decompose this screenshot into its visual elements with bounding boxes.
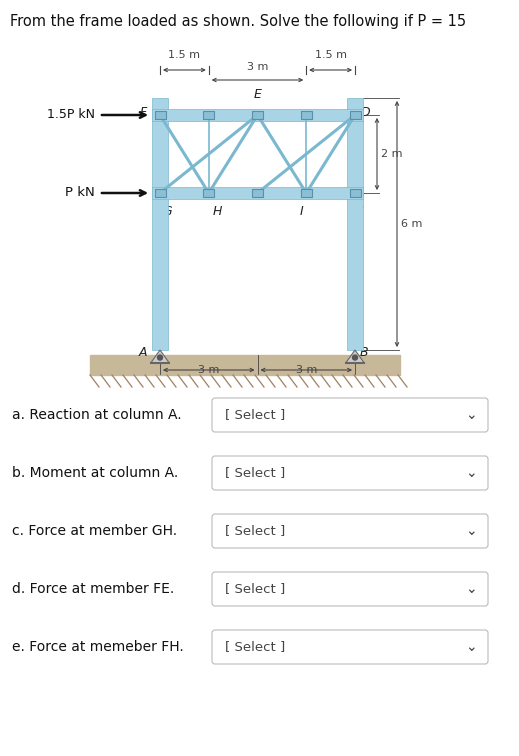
Bar — [152, 109, 363, 121]
Bar — [349, 111, 361, 119]
Text: [ Select ]: [ Select ] — [225, 466, 285, 479]
Text: 1.5 m: 1.5 m — [168, 50, 200, 60]
Text: 3 m: 3 m — [247, 62, 268, 72]
Bar — [90, 355, 400, 375]
Bar — [252, 189, 263, 197]
Text: [ Select ]: [ Select ] — [225, 525, 285, 538]
Text: [ Select ]: [ Select ] — [225, 640, 285, 653]
Text: 1.5P kN: 1.5P kN — [47, 109, 95, 122]
Polygon shape — [346, 350, 364, 363]
Polygon shape — [151, 350, 169, 363]
Text: A: A — [139, 345, 147, 358]
FancyBboxPatch shape — [212, 514, 488, 548]
Text: ⌄: ⌄ — [465, 582, 477, 596]
Text: P kN: P kN — [65, 187, 95, 200]
Text: b. Moment at column A.: b. Moment at column A. — [12, 466, 178, 480]
Bar — [152, 98, 168, 350]
Text: I: I — [299, 205, 303, 218]
Text: c. Force at member GH.: c. Force at member GH. — [12, 524, 177, 538]
Bar — [347, 98, 363, 350]
FancyBboxPatch shape — [212, 398, 488, 432]
Bar — [349, 189, 361, 197]
FancyBboxPatch shape — [212, 630, 488, 664]
Text: ⌄: ⌄ — [465, 466, 477, 480]
Bar — [155, 111, 166, 119]
Text: E: E — [254, 88, 262, 101]
Text: From the frame loaded as shown. Solve the following if P = 15: From the frame loaded as shown. Solve th… — [10, 14, 466, 29]
Bar — [155, 189, 166, 197]
Text: a. Reaction at column A.: a. Reaction at column A. — [12, 408, 182, 422]
Bar — [301, 111, 312, 119]
Bar — [252, 111, 263, 119]
Circle shape — [352, 355, 358, 360]
Text: 3 m: 3 m — [295, 365, 317, 375]
Bar — [203, 189, 214, 197]
Bar — [203, 111, 214, 119]
Text: H: H — [213, 205, 222, 218]
Text: 6 m: 6 m — [401, 219, 422, 229]
FancyBboxPatch shape — [212, 572, 488, 606]
Bar — [301, 189, 312, 197]
Text: ⌄: ⌄ — [465, 640, 477, 654]
Text: ⌄: ⌄ — [465, 408, 477, 422]
Text: B: B — [360, 345, 368, 358]
Text: 3 m: 3 m — [198, 365, 220, 375]
Text: F: F — [140, 107, 147, 119]
Text: D: D — [361, 107, 371, 119]
Text: C: C — [354, 205, 363, 218]
Text: G: G — [162, 205, 172, 218]
Text: d. Force at member FE.: d. Force at member FE. — [12, 582, 174, 596]
Text: e. Force at memeber FH.: e. Force at memeber FH. — [12, 640, 184, 654]
Text: 2 m: 2 m — [381, 149, 403, 159]
Text: [ Select ]: [ Select ] — [225, 583, 285, 596]
Text: ⌄: ⌄ — [465, 524, 477, 538]
Circle shape — [157, 355, 162, 360]
FancyBboxPatch shape — [212, 456, 488, 490]
Text: [ Select ]: [ Select ] — [225, 408, 285, 422]
Text: 1.5 m: 1.5 m — [315, 50, 347, 60]
Bar — [152, 187, 363, 199]
